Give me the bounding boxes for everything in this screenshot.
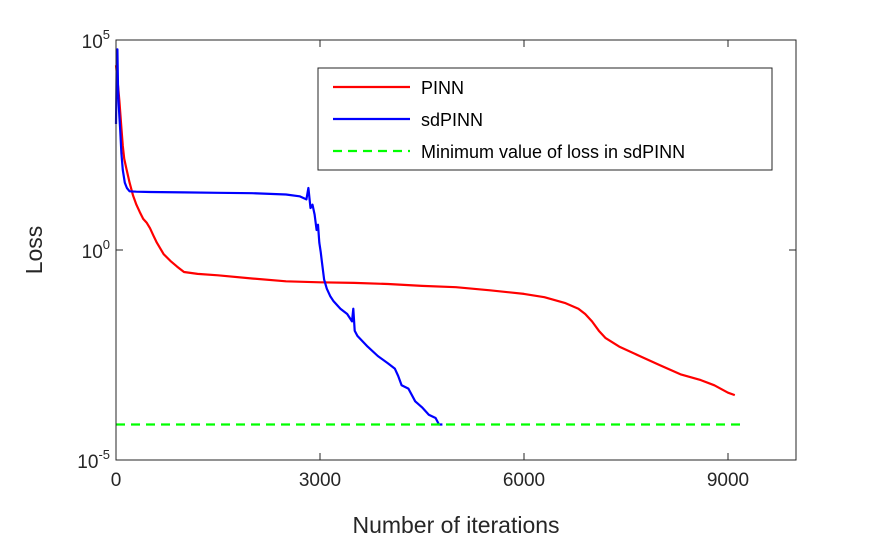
legend-label-2: Minimum value of loss in sdPINN — [421, 142, 685, 162]
x-axis-label: Number of iterations — [352, 512, 559, 538]
x-tick-label: 6000 — [503, 470, 545, 491]
x-tick-label: 0 — [111, 470, 122, 491]
x-tick-label: 3000 — [299, 470, 341, 491]
y-axis-label: Loss — [21, 226, 47, 275]
series-lines — [114, 48, 742, 426]
y-tick-label: 100 — [82, 237, 110, 263]
x-tick-label: 9000 — [707, 470, 749, 491]
legend: PINN sdPINN Minimum value of loss in sdPIN… — [317, 67, 773, 171]
series-line-1 — [114, 48, 443, 426]
axis-ticks: 0 3000 6000 9000 105 100 10-5 — [77, 27, 796, 491]
legend-label-1: sdPINN — [421, 110, 483, 130]
y-tick-label: 105 — [82, 27, 110, 53]
legend-label-0: PINN — [421, 78, 464, 98]
y-tick-label: 10-5 — [77, 447, 110, 473]
